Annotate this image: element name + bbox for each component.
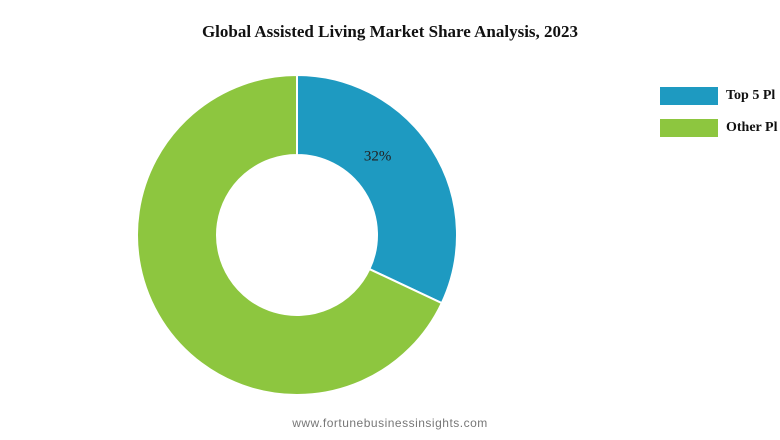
- donut-slice-1: [136, 73, 444, 396]
- legend: Top 5 Pl Other Pl: [660, 86, 780, 150]
- donut-slice-label-0: 32%: [364, 149, 392, 165]
- donut-slice-0: [296, 73, 458, 305]
- legend-item-top-5: Top 5 Pl: [660, 86, 780, 106]
- legend-label-top-5: Top 5 Pl: [726, 88, 776, 103]
- source-url: www.fortunebusinessinsights.com: [292, 416, 488, 430]
- donut-chart: 32%: [136, 73, 458, 396]
- legend-swatch-other: [660, 119, 718, 137]
- chart-title: Global Assisted Living Market Share Anal…: [201, 22, 579, 41]
- legend-label-other: Other Pl: [726, 120, 778, 135]
- legend-swatch-top-5: [660, 87, 718, 105]
- legend-item-other: Other Pl: [660, 118, 780, 138]
